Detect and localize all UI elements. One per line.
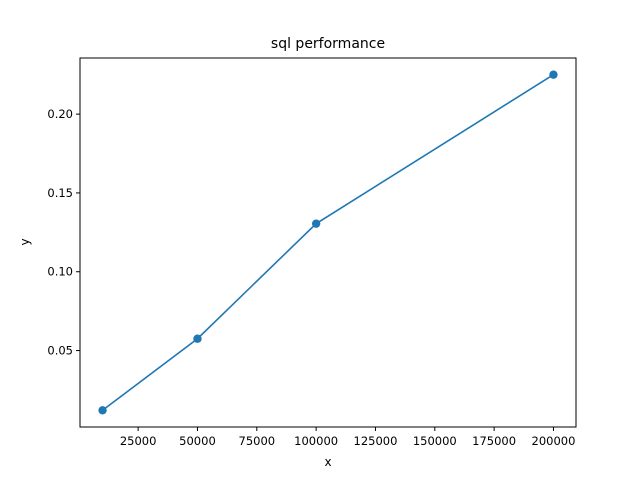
data-point [193,334,202,343]
x-tick-label: 75000 [239,434,276,448]
y-axis-label: y [18,238,32,245]
x-tick-label: 200000 [532,434,576,448]
data-point [549,70,558,79]
y-tick-label: 0.05 [47,344,73,358]
x-axis-label: x [324,455,331,469]
plot-area [98,70,558,415]
x-tick-label: 175000 [472,434,516,448]
data-point [311,219,321,228]
x-tick-label: 25000 [120,434,157,448]
x-tick-label: 150000 [413,434,457,448]
axes-frame [79,57,577,428]
x-tick-label: 125000 [354,434,398,448]
series-line [102,74,554,411]
y-tick-label: 0.20 [47,107,73,121]
x-tick-label: 100000 [294,434,338,448]
data-point [98,406,107,415]
chart-title: sql performance [271,36,385,52]
x-tick-label: 50000 [179,434,216,448]
y-tick-label: 0.15 [47,186,73,200]
y-tick-label: 0.10 [47,265,73,279]
